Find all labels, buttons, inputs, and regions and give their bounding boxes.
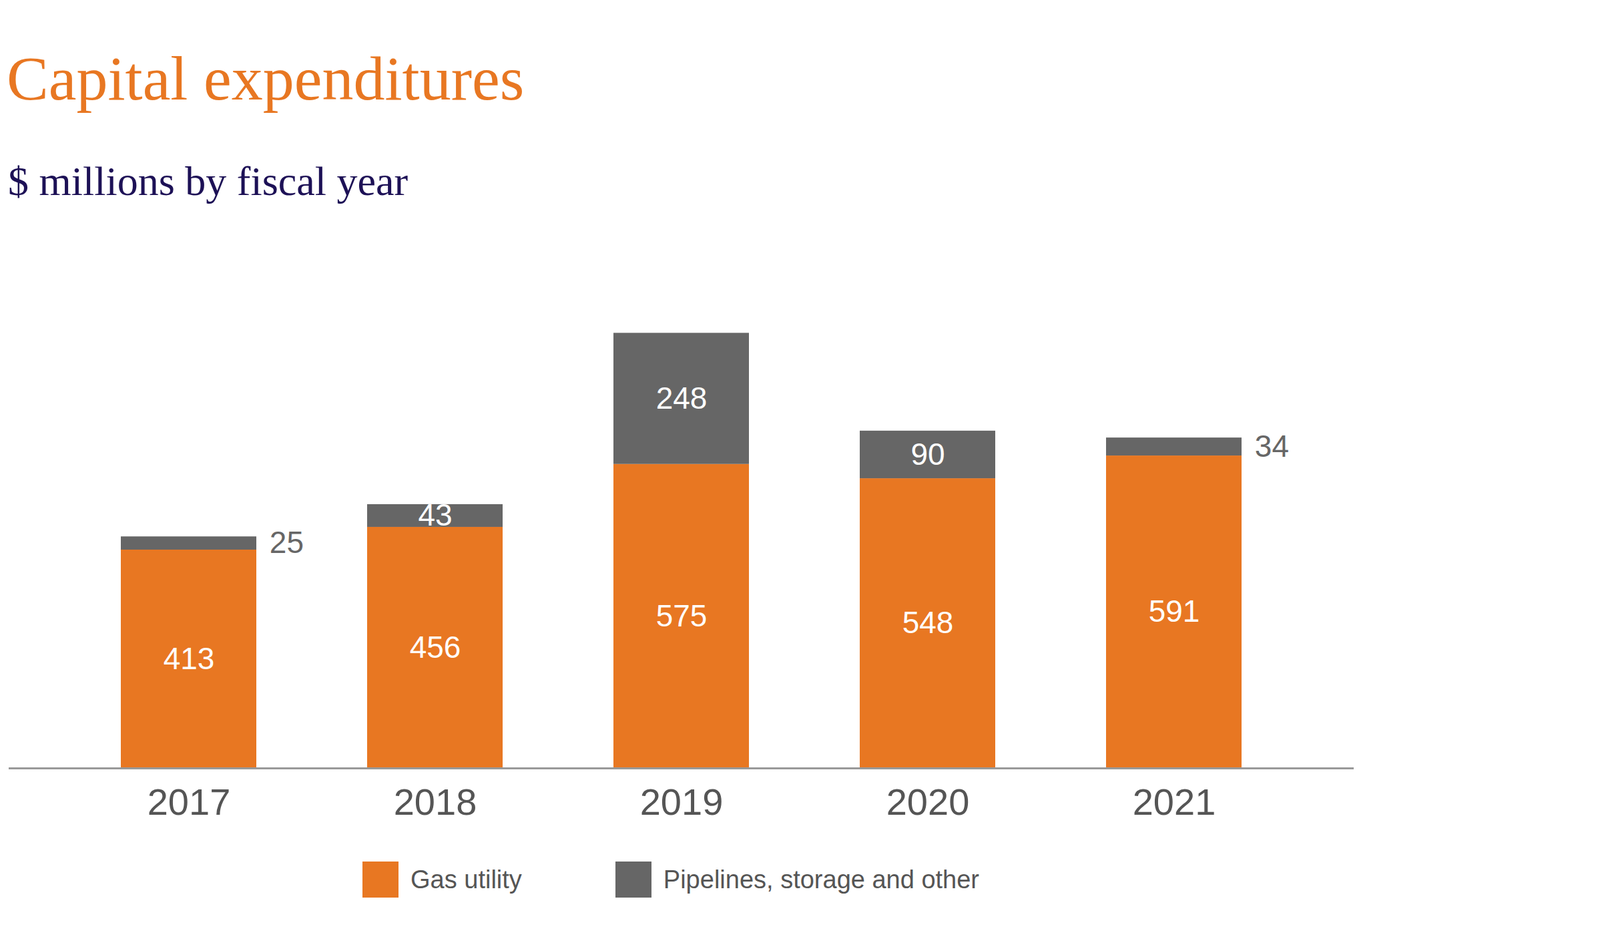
- svg-text:575: 575: [656, 598, 708, 633]
- svg-text:90: 90: [910, 436, 945, 472]
- svg-text:34: 34: [1254, 428, 1289, 464]
- html-text:$ millions by fiscal year: $ millions by fiscal year: [8, 158, 408, 204]
- svg-text:43: 43: [417, 497, 452, 532]
- svg-text:591: 591: [1148, 593, 1201, 629]
- svg-text:2018: 2018: [393, 780, 478, 823]
- svg-text:2021: 2021: [1132, 780, 1217, 823]
- svg-text:2020: 2020: [886, 780, 970, 823]
- svg-text:413: 413: [163, 640, 215, 676]
- svg-text:456: 456: [409, 629, 462, 665]
- svg-text:25: 25: [269, 524, 304, 560]
- html-text:Capital expenditures: Capital expenditures: [6, 43, 525, 113]
- html-text:Pipelines, storage and other: Pipelines, storage and other: [663, 864, 980, 893]
- html-text:Gas utility: Gas utility: [410, 864, 522, 893]
- svg-text:248: 248: [656, 380, 708, 416]
- svg-text:2017: 2017: [147, 780, 231, 823]
- svg-text:2019: 2019: [640, 780, 724, 823]
- svg-text:548: 548: [902, 604, 954, 640]
